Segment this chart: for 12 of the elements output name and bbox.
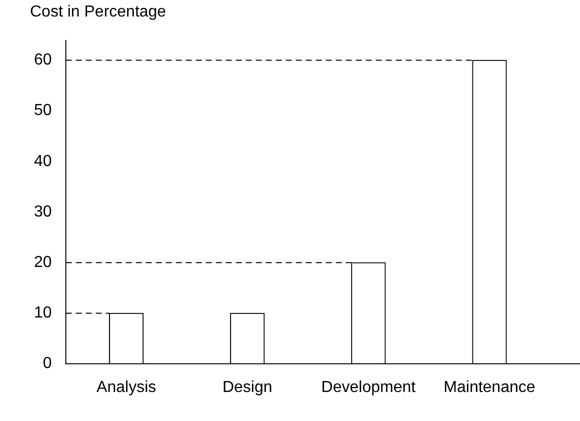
y-tick-label: 60: [34, 52, 52, 69]
x-tick-label: Maintenance: [444, 378, 536, 396]
y-tick-label: 0: [42, 355, 52, 372]
y-axis-title: Cost in Percentage: [30, 3, 166, 20]
x-tick-label: Analysis: [96, 378, 156, 396]
x-tick-label: Design: [222, 378, 272, 396]
y-tick-label: 50: [34, 102, 52, 120]
y-tick-label: 20: [34, 254, 52, 272]
y-tick-label: 40: [34, 152, 52, 170]
y-tick-label: 10: [34, 304, 52, 322]
y-tick-label: 30: [34, 203, 52, 220]
x-tick-label: Development: [321, 378, 416, 396]
